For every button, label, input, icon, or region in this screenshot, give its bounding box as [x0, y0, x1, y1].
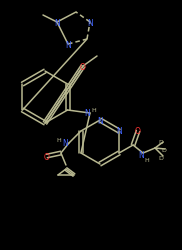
Text: O: O	[44, 152, 50, 161]
Text: N: N	[97, 116, 103, 125]
Text: N: N	[116, 127, 122, 136]
Text: D: D	[159, 155, 163, 160]
Text: N: N	[65, 40, 71, 49]
Text: N: N	[87, 18, 93, 28]
Text: O: O	[135, 127, 141, 136]
Text: N: N	[54, 18, 60, 28]
Text: N: N	[62, 139, 68, 148]
Text: H: H	[92, 107, 96, 112]
Text: H: H	[57, 137, 61, 142]
Text: H: H	[145, 157, 149, 162]
Text: N: N	[84, 109, 90, 118]
Text: D: D	[159, 139, 163, 144]
Text: N: N	[138, 151, 144, 160]
Text: O: O	[80, 62, 86, 71]
Text: D: D	[162, 147, 167, 152]
